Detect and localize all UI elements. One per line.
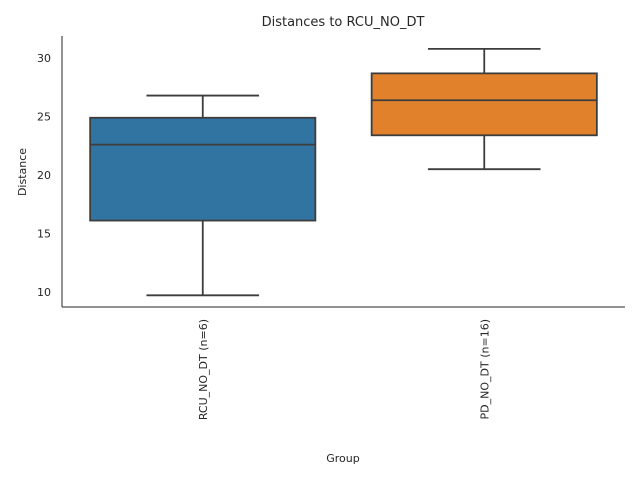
y-tick-label: 25 <box>37 111 51 124</box>
box <box>370 72 598 137</box>
x-ticks: RCU_NO_DT (n=6) PD_NO_DT (n=16) <box>197 319 492 420</box>
y-tick-label: 10 <box>37 286 51 299</box>
x-axis-label: Group <box>326 452 360 465</box>
y-tick-label: 30 <box>37 52 51 65</box>
y-axis-label: Distance <box>16 148 29 196</box>
boxes <box>89 47 598 297</box>
x-tick-label: RCU_NO_DT (n=6) <box>197 319 210 420</box>
chart-title: Distances to RCU_NO_DT <box>262 15 425 30</box>
y-tick-label: 15 <box>37 227 51 240</box>
y-tick-label: 20 <box>37 169 51 182</box>
y-ticks: 10 15 20 25 30 <box>37 52 51 299</box>
box <box>89 116 317 222</box>
x-tick-label: PD_NO_DT (n=16) <box>478 319 491 419</box>
